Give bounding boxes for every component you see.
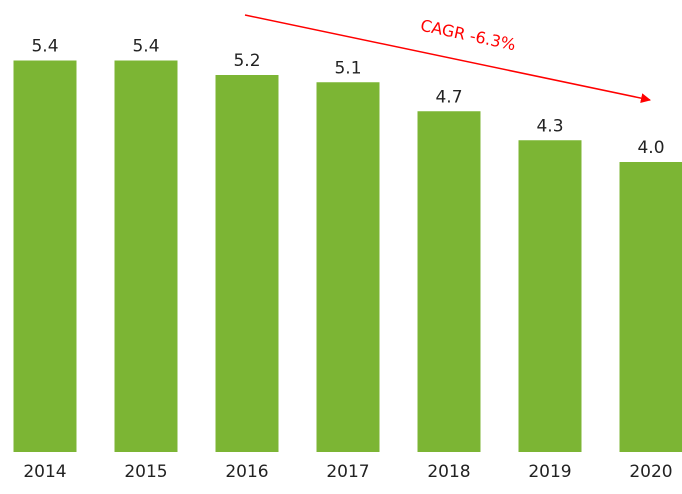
trend-arrow [244, 14, 651, 104]
x-tick-label: 2019 [528, 462, 571, 482]
bar [619, 162, 682, 452]
value-label: 5.4 [31, 37, 58, 57]
bar [215, 75, 279, 452]
x-tick-label: 2016 [225, 462, 268, 482]
x-tick-label: 2017 [326, 462, 369, 482]
bar [316, 82, 380, 452]
value-label: 5.4 [132, 37, 159, 57]
value-label: 4.7 [435, 87, 462, 107]
x-tick-label: 2015 [124, 462, 167, 482]
bar [417, 111, 481, 452]
value-label: 5.1 [334, 58, 361, 78]
x-tick-label: 2018 [427, 462, 470, 482]
x-tick-label: 2020 [629, 462, 672, 482]
value-label: 4.3 [536, 116, 563, 136]
annotation: CAGR -6.3% [419, 16, 518, 55]
bar [13, 60, 77, 452]
bar [518, 140, 582, 452]
value-label: 5.2 [233, 51, 260, 71]
x-tick-label: 2014 [23, 462, 66, 482]
bar [114, 60, 178, 452]
value-label: 4.0 [637, 138, 664, 158]
